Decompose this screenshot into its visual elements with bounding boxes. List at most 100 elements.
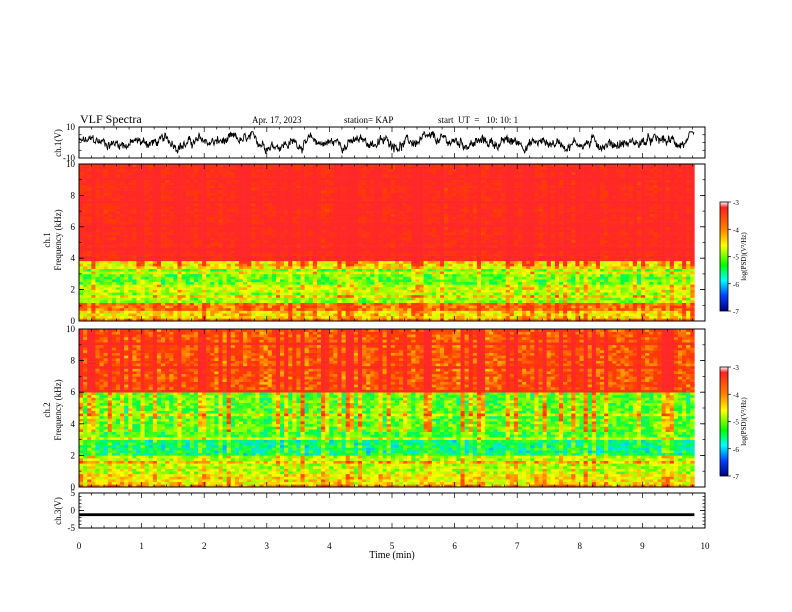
spectrogram-cell xyxy=(472,266,478,269)
spectrogram-cell xyxy=(485,284,490,288)
spectrogram-cell xyxy=(530,247,535,251)
spectrogram-cell xyxy=(152,234,158,238)
spectrogram-cell xyxy=(686,266,691,269)
spectrogram-cell xyxy=(411,273,416,277)
spectrogram-cell xyxy=(288,315,293,319)
spectrogram-cell xyxy=(337,294,342,298)
spectrogram-cell xyxy=(238,250,244,254)
spectrogram-cell xyxy=(124,255,129,259)
spectrogram-cell xyxy=(472,239,478,243)
spectrogram-cell xyxy=(99,294,104,298)
spectrogram-cell xyxy=(427,237,433,241)
spectrogram-cell xyxy=(243,263,248,267)
spectrogram-cell xyxy=(111,313,117,317)
spectrogram-cell xyxy=(267,263,273,267)
spectrogram-cell xyxy=(591,313,597,317)
spectrogram-cell xyxy=(230,318,236,322)
spectrogram-cell xyxy=(686,239,691,243)
spectrogram-cell xyxy=(550,289,556,293)
spectrogram-cell xyxy=(505,245,511,249)
spectrogram-cell xyxy=(554,307,560,311)
spectrogram-cell xyxy=(682,250,687,254)
spectrogram-cell xyxy=(349,273,355,277)
spectrogram-cell xyxy=(120,250,125,254)
spectrogram-cell xyxy=(513,297,519,301)
spectrogram-cell xyxy=(218,297,223,301)
spectrogram-cell xyxy=(156,292,162,296)
spectrogram-cell xyxy=(575,260,580,264)
spectrogram-cell xyxy=(128,307,133,311)
spectrogram-cell xyxy=(669,247,675,251)
spectrogram-cell xyxy=(234,305,240,309)
spectrogram-cell xyxy=(522,237,527,241)
spectrogram-cell xyxy=(238,305,244,309)
spectrogram-cell xyxy=(481,302,486,306)
spectrogram-cell xyxy=(394,239,400,243)
spectrogram-cell xyxy=(83,242,88,246)
spectrogram-cell xyxy=(284,268,289,272)
spectrogram-cell xyxy=(333,294,338,298)
spectrogram-cell xyxy=(571,281,576,285)
spectrogram-cell xyxy=(411,239,416,243)
spectrogram-cell xyxy=(382,242,387,246)
spectrogram-cell xyxy=(657,313,662,317)
spectrogram-cell xyxy=(136,286,141,290)
spectrogram-cell xyxy=(386,245,392,249)
spectrogram-cell xyxy=(284,237,289,241)
spectrogram-cell xyxy=(210,318,215,322)
spectrogram-cell xyxy=(489,310,494,314)
spectrogram-cell xyxy=(165,315,170,319)
spectrogram-cell xyxy=(230,294,236,298)
spectrogram-cell xyxy=(202,260,207,264)
spectrogram-cell xyxy=(513,252,519,256)
spectrogram-cell xyxy=(600,305,605,309)
spectrogram-cell xyxy=(677,273,683,277)
spectrogram-cell xyxy=(677,284,683,288)
spectrogram-cell xyxy=(628,250,634,254)
spectrogram-cell xyxy=(144,271,150,275)
spectrogram-cell xyxy=(308,315,314,319)
spectrogram-cell xyxy=(616,250,621,254)
spectrogram-cell xyxy=(148,250,154,254)
spectrogram-cell xyxy=(530,281,535,285)
spectrogram-cell xyxy=(600,268,605,272)
spectrogram-cell xyxy=(243,258,248,262)
spectrogram-cell xyxy=(575,263,580,267)
spectrogram-cell xyxy=(628,271,634,275)
spectrogram-cell xyxy=(321,276,326,280)
spectrogram-cell xyxy=(304,242,310,246)
spectrogram-cell xyxy=(587,268,593,272)
spectrogram-cell xyxy=(259,292,264,296)
spectrogram-cell xyxy=(169,237,174,241)
spectrogram-cell xyxy=(522,266,527,269)
spectrogram-cell xyxy=(464,237,470,241)
spectrogram-cell xyxy=(440,263,445,267)
spectrogram-cell xyxy=(550,302,556,306)
spectrogram-cell xyxy=(95,273,100,277)
spectrogram-cell xyxy=(682,247,687,251)
spectrogram-cell xyxy=(386,242,392,246)
spectrogram-cell xyxy=(604,266,609,269)
spectrogram-cell xyxy=(140,284,145,288)
spectrogram-cell xyxy=(280,297,285,301)
spectrogram-cell xyxy=(284,263,289,267)
spectrogram-cell xyxy=(161,279,166,283)
spectrogram-cell xyxy=(243,234,248,238)
spectrogram-cell xyxy=(542,271,547,275)
spectrogram-cell xyxy=(587,271,593,275)
spectrogram-cell xyxy=(657,252,662,256)
spectrogram-cell xyxy=(156,286,162,290)
spectrogram-cell xyxy=(152,300,158,303)
spectrogram-cell xyxy=(275,260,281,264)
spectrogram-cell xyxy=(411,302,416,306)
spectrogram-cell xyxy=(608,313,613,317)
spectrogram-cell xyxy=(83,247,88,251)
spectrogram-cell xyxy=(374,289,379,293)
spectrogram-cell xyxy=(337,310,342,314)
spectrogram-cell xyxy=(591,237,597,241)
spectrogram-cell xyxy=(148,307,154,311)
spectrogram-cell xyxy=(448,239,453,243)
spectrogram-cell xyxy=(222,297,227,301)
spectrogram-cell xyxy=(91,258,96,262)
spectrogram-cell xyxy=(534,276,539,280)
